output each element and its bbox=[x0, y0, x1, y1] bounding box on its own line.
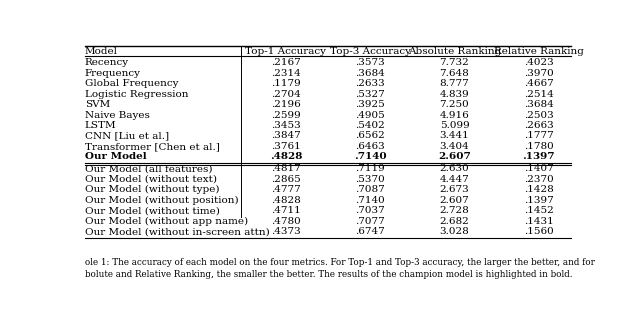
Text: .6747: .6747 bbox=[355, 227, 385, 236]
Text: .7140: .7140 bbox=[355, 196, 385, 205]
Text: .6562: .6562 bbox=[355, 131, 385, 140]
Text: Logistic Regression: Logistic Regression bbox=[85, 90, 188, 99]
Text: .2633: .2633 bbox=[355, 79, 385, 88]
Text: .5402: .5402 bbox=[355, 121, 385, 130]
Text: 8.777: 8.777 bbox=[440, 79, 469, 88]
Text: .4373: .4373 bbox=[271, 227, 301, 236]
Text: .2314: .2314 bbox=[271, 69, 301, 78]
Text: CNN [Liu et al.]: CNN [Liu et al.] bbox=[85, 131, 169, 140]
Text: .4777: .4777 bbox=[271, 185, 301, 194]
Text: Naive Bayes: Naive Bayes bbox=[85, 111, 150, 120]
Text: .4711: .4711 bbox=[271, 206, 301, 215]
Text: .1431: .1431 bbox=[524, 217, 554, 226]
Text: .7077: .7077 bbox=[355, 217, 385, 226]
Text: Recency: Recency bbox=[85, 58, 129, 67]
Text: .2196: .2196 bbox=[271, 100, 301, 109]
Text: .1397: .1397 bbox=[524, 196, 554, 205]
Text: .4828: .4828 bbox=[269, 152, 302, 161]
Text: 4.916: 4.916 bbox=[440, 111, 469, 120]
Text: .1777: .1777 bbox=[524, 131, 554, 140]
Text: .7037: .7037 bbox=[355, 206, 385, 215]
Text: .7087: .7087 bbox=[355, 185, 385, 194]
Text: LSTM: LSTM bbox=[85, 121, 116, 130]
Text: 4.839: 4.839 bbox=[440, 90, 469, 99]
Text: .1179: .1179 bbox=[271, 79, 301, 88]
Text: Our Model (without position): Our Model (without position) bbox=[85, 196, 239, 205]
Text: .3453: .3453 bbox=[271, 121, 301, 130]
Text: .2599: .2599 bbox=[271, 111, 301, 120]
Text: 2.728: 2.728 bbox=[440, 206, 469, 215]
Text: 2.607: 2.607 bbox=[438, 152, 471, 161]
Text: ole 1: The accuracy of each model on the four metrics. For Top-1 and Top-3 accur: ole 1: The accuracy of each model on the… bbox=[85, 258, 595, 267]
Text: .4817: .4817 bbox=[271, 164, 301, 173]
Text: .1780: .1780 bbox=[524, 142, 554, 151]
Text: Our Model (all features): Our Model (all features) bbox=[85, 164, 212, 173]
Text: SVM: SVM bbox=[85, 100, 110, 109]
Text: .4023: .4023 bbox=[524, 58, 554, 67]
Text: Absolute Ranking: Absolute Ranking bbox=[408, 47, 501, 56]
Text: Our Model (without text): Our Model (without text) bbox=[85, 175, 217, 184]
Text: Our Model: Our Model bbox=[85, 152, 147, 161]
Text: 2.630: 2.630 bbox=[440, 164, 469, 173]
Text: .2503: .2503 bbox=[524, 111, 554, 120]
Text: .3684: .3684 bbox=[524, 100, 554, 109]
Text: .2514: .2514 bbox=[524, 90, 554, 99]
Text: bolute and Relative Ranking, the smaller the better. The results of the champion: bolute and Relative Ranking, the smaller… bbox=[85, 270, 572, 279]
Text: .2370: .2370 bbox=[524, 175, 554, 184]
Text: Our Model (without type): Our Model (without type) bbox=[85, 185, 220, 194]
Text: .1560: .1560 bbox=[524, 227, 554, 236]
Text: .5370: .5370 bbox=[355, 175, 385, 184]
Text: Transformer [Chen et al.]: Transformer [Chen et al.] bbox=[85, 142, 220, 151]
Text: 5.099: 5.099 bbox=[440, 121, 469, 130]
Text: .2167: .2167 bbox=[271, 58, 301, 67]
Text: .3925: .3925 bbox=[355, 100, 385, 109]
Text: 3.028: 3.028 bbox=[440, 227, 469, 236]
Text: Our Model (without time): Our Model (without time) bbox=[85, 206, 220, 215]
Text: .1452: .1452 bbox=[524, 206, 554, 215]
Text: 7.732: 7.732 bbox=[440, 58, 469, 67]
Text: .1407: .1407 bbox=[524, 164, 554, 173]
Text: Top-1 Accuracy: Top-1 Accuracy bbox=[245, 47, 326, 56]
Text: Our Model (without in-screen attn): Our Model (without in-screen attn) bbox=[85, 227, 269, 236]
Text: 7.250: 7.250 bbox=[440, 100, 469, 109]
Text: .3970: .3970 bbox=[524, 69, 554, 78]
Text: .4780: .4780 bbox=[271, 217, 301, 226]
Text: .3573: .3573 bbox=[355, 58, 385, 67]
Text: Frequency: Frequency bbox=[85, 69, 141, 78]
Text: .4667: .4667 bbox=[524, 79, 554, 88]
Text: 3.441: 3.441 bbox=[440, 131, 469, 140]
Text: .2865: .2865 bbox=[271, 175, 301, 184]
Text: .6463: .6463 bbox=[355, 142, 385, 151]
Text: .7119: .7119 bbox=[355, 164, 385, 173]
Text: 2.682: 2.682 bbox=[440, 217, 469, 226]
Text: Model: Model bbox=[85, 47, 118, 56]
Text: .2704: .2704 bbox=[271, 90, 301, 99]
Text: 2.607: 2.607 bbox=[440, 196, 469, 205]
Text: .5327: .5327 bbox=[355, 90, 385, 99]
Text: 3.404: 3.404 bbox=[440, 142, 469, 151]
Text: .3684: .3684 bbox=[355, 69, 385, 78]
Text: 7.648: 7.648 bbox=[440, 69, 469, 78]
Text: Top-3 Accuracy: Top-3 Accuracy bbox=[330, 47, 411, 56]
Text: 4.447: 4.447 bbox=[440, 175, 469, 184]
Text: .3847: .3847 bbox=[271, 131, 301, 140]
Text: .1397: .1397 bbox=[522, 152, 555, 161]
Text: Our Model (without app name): Our Model (without app name) bbox=[85, 217, 248, 226]
Text: 2.673: 2.673 bbox=[440, 185, 469, 194]
Text: .4905: .4905 bbox=[355, 111, 385, 120]
Text: .7140: .7140 bbox=[354, 152, 387, 161]
Text: .4828: .4828 bbox=[271, 196, 301, 205]
Text: Global Frequency: Global Frequency bbox=[85, 79, 179, 88]
Text: .1428: .1428 bbox=[524, 185, 554, 194]
Text: Relative Ranking: Relative Ranking bbox=[494, 47, 584, 56]
Text: .2663: .2663 bbox=[524, 121, 554, 130]
Text: .3761: .3761 bbox=[271, 142, 301, 151]
